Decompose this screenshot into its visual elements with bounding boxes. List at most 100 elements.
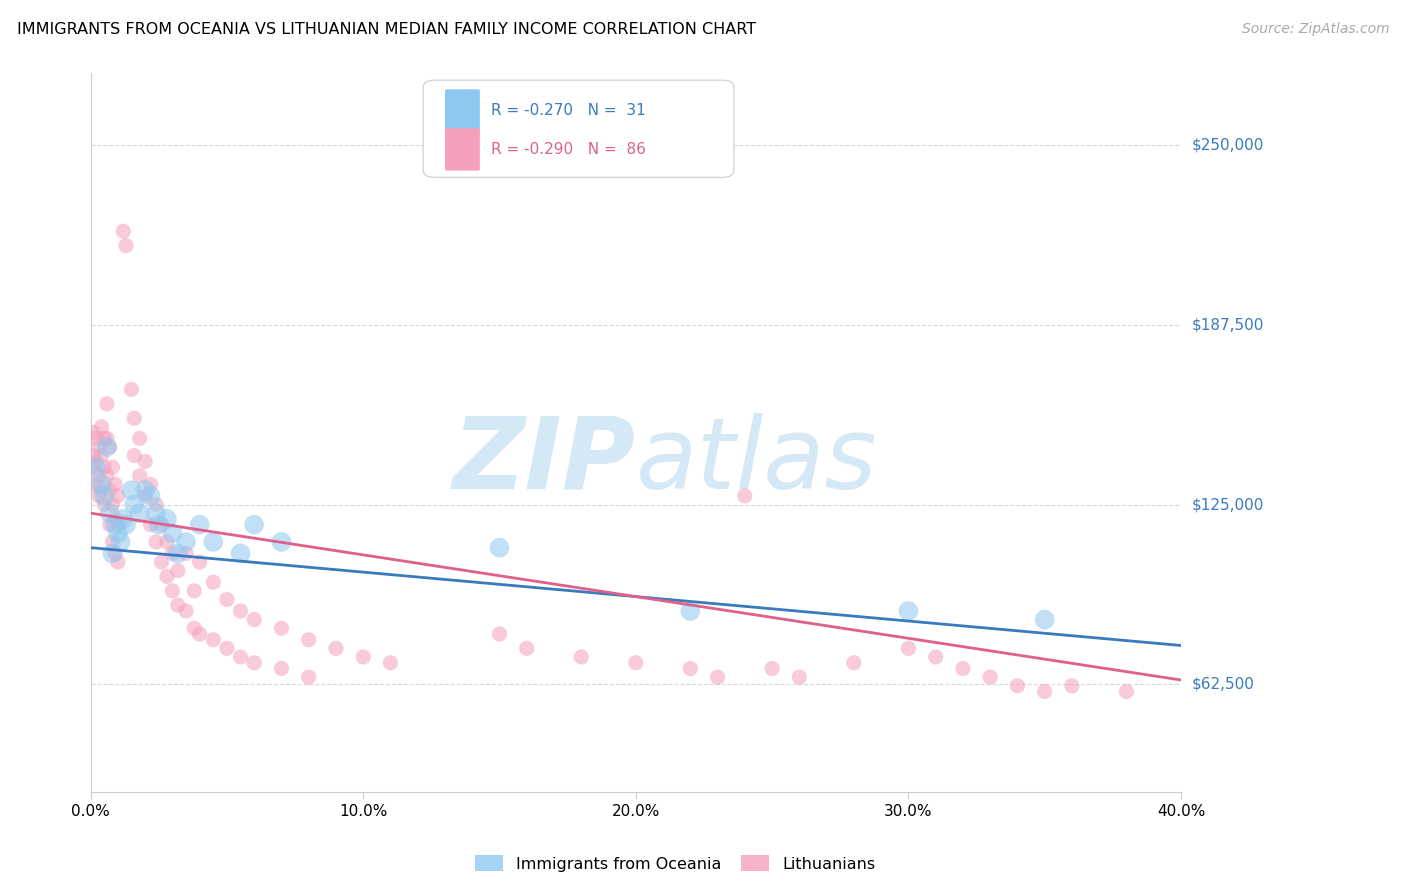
Point: [924, 650, 946, 665]
Point: [104, 477, 127, 491]
Legend: Immigrants from Oceania, Lithuanians: Immigrants from Oceania, Lithuanians: [467, 847, 883, 880]
Point: [243, 613, 266, 627]
Point: [188, 517, 211, 532]
Point: [139, 489, 162, 503]
Point: [112, 224, 135, 238]
Point: [166, 564, 188, 578]
Point: [87, 440, 110, 454]
Point: [156, 535, 179, 549]
Point: [202, 632, 225, 647]
Point: [156, 512, 179, 526]
Point: [150, 517, 173, 532]
Point: [101, 535, 124, 549]
Point: [897, 641, 920, 656]
Point: [229, 546, 252, 560]
Point: [229, 650, 252, 665]
Text: $187,500: $187,500: [1192, 318, 1264, 332]
Point: [679, 661, 702, 675]
Point: [1115, 684, 1137, 698]
Point: [121, 383, 143, 397]
Point: [679, 604, 702, 618]
Point: [488, 541, 510, 555]
Point: [104, 546, 127, 560]
Text: Source: ZipAtlas.com: Source: ZipAtlas.com: [1241, 22, 1389, 37]
Point: [166, 546, 188, 560]
Point: [298, 670, 321, 684]
Point: [516, 641, 538, 656]
Point: [162, 583, 184, 598]
Point: [270, 535, 292, 549]
Point: [148, 517, 170, 532]
Point: [121, 483, 143, 497]
Point: [1033, 684, 1056, 698]
Point: [174, 546, 197, 560]
Point: [789, 670, 811, 684]
Point: [352, 650, 374, 665]
Point: [624, 656, 647, 670]
Point: [380, 656, 402, 670]
Point: [107, 526, 129, 541]
Point: [162, 526, 184, 541]
Point: [1060, 679, 1083, 693]
FancyBboxPatch shape: [423, 80, 734, 178]
Text: R = -0.270   N =  31: R = -0.270 N = 31: [491, 103, 645, 118]
Point: [761, 661, 783, 675]
Point: [115, 238, 138, 252]
Point: [952, 661, 974, 675]
Point: [150, 555, 173, 569]
Point: [98, 517, 121, 532]
Point: [174, 535, 197, 549]
Text: $250,000: $250,000: [1192, 137, 1264, 153]
Point: [488, 627, 510, 641]
Point: [90, 449, 112, 463]
Point: [145, 535, 167, 549]
Point: [734, 489, 756, 503]
Point: [145, 498, 167, 512]
Point: [84, 431, 107, 445]
Point: [96, 440, 118, 454]
Point: [270, 621, 292, 635]
Point: [1007, 679, 1029, 693]
Text: ZIP: ZIP: [453, 413, 636, 510]
Point: [202, 535, 225, 549]
Point: [183, 583, 205, 598]
Text: $125,000: $125,000: [1192, 497, 1264, 512]
Point: [96, 468, 118, 483]
Point: [104, 512, 127, 526]
Point: [270, 661, 292, 675]
Point: [96, 431, 118, 445]
Point: [101, 460, 124, 475]
Point: [112, 512, 135, 526]
Point: [82, 460, 104, 475]
FancyBboxPatch shape: [444, 89, 479, 132]
Point: [215, 592, 238, 607]
Point: [1033, 613, 1056, 627]
Point: [101, 498, 124, 512]
Point: [188, 555, 211, 569]
Point: [98, 506, 121, 520]
Point: [101, 546, 124, 560]
Point: [122, 498, 145, 512]
Point: [82, 425, 104, 440]
Text: IMMIGRANTS FROM OCEANIA VS LITHUANIAN MEDIAN FAMILY INCOME CORRELATION CHART: IMMIGRANTS FROM OCEANIA VS LITHUANIAN ME…: [17, 22, 756, 37]
Point: [139, 517, 162, 532]
Point: [139, 477, 162, 491]
Point: [706, 670, 728, 684]
Point: [979, 670, 1001, 684]
Point: [107, 489, 129, 503]
Point: [215, 641, 238, 656]
Point: [93, 489, 115, 503]
Point: [104, 517, 127, 532]
Point: [134, 454, 156, 468]
Point: [98, 440, 121, 454]
Point: [569, 650, 592, 665]
Point: [82, 449, 104, 463]
Point: [166, 598, 188, 612]
Point: [90, 477, 112, 491]
Point: [96, 397, 118, 411]
Point: [84, 460, 107, 475]
Point: [98, 483, 121, 497]
Point: [90, 420, 112, 434]
Text: R = -0.290   N =  86: R = -0.290 N = 86: [491, 142, 645, 157]
Point: [183, 621, 205, 635]
